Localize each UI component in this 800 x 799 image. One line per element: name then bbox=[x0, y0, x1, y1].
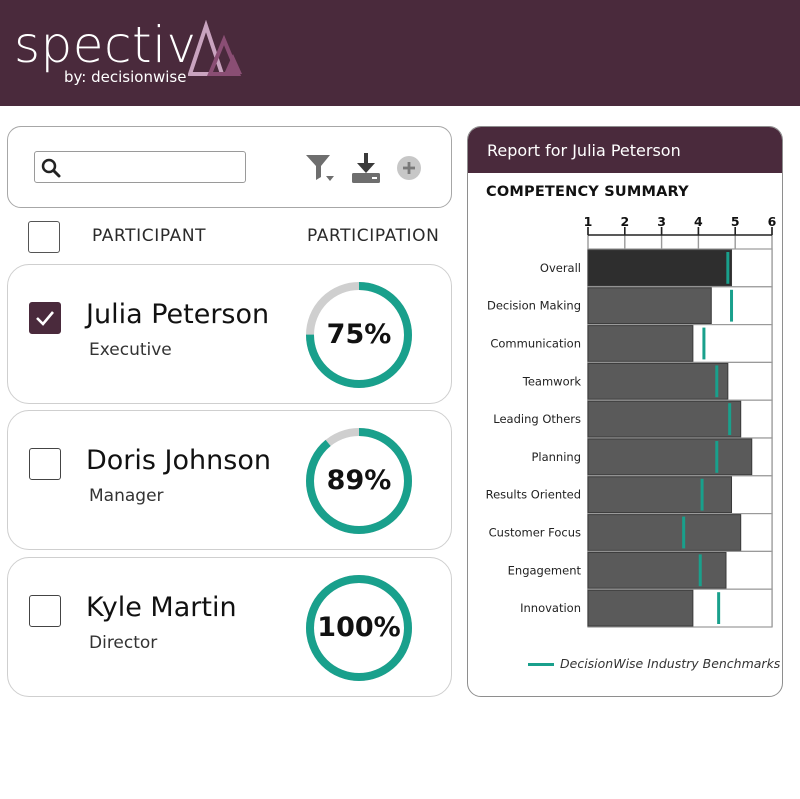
participation-percent: 75% bbox=[326, 319, 392, 350]
benchmark-marker bbox=[700, 478, 704, 511]
category-label: Leading Others bbox=[493, 412, 581, 426]
competency-bar bbox=[587, 287, 712, 325]
category-label: Overall bbox=[540, 261, 581, 275]
benchmark-marker bbox=[728, 403, 732, 435]
participant-card-doris[interactable]: Doris Johnson Manager 89% bbox=[7, 410, 452, 550]
participant-name: Julia Peterson bbox=[86, 299, 270, 330]
filter-icon[interactable] bbox=[304, 151, 338, 185]
competency-bar bbox=[587, 476, 733, 514]
category-label: Engagement bbox=[508, 563, 582, 577]
participation-ring bbox=[306, 428, 412, 534]
report-header: Report for Julia Peterson bbox=[468, 127, 782, 173]
ring-progress bbox=[306, 575, 412, 681]
download-icon[interactable] bbox=[350, 151, 382, 185]
x-tick-label: 4 bbox=[694, 214, 703, 229]
participant-column-header: PARTICIPANT bbox=[92, 226, 207, 246]
competency-bar bbox=[587, 438, 753, 476]
benchmark-marker bbox=[715, 441, 719, 473]
benchmark-marker bbox=[715, 365, 719, 398]
x-tick-label: 6 bbox=[768, 214, 777, 229]
participant-checkbox[interactable] bbox=[29, 302, 61, 334]
participant-toolbar bbox=[7, 126, 452, 208]
competency-bar bbox=[587, 249, 733, 287]
search-box[interactable] bbox=[34, 151, 246, 183]
benchmark-marker bbox=[682, 516, 686, 549]
report-title: Report for Julia Peterson bbox=[487, 141, 681, 160]
benchmark-marker bbox=[730, 289, 734, 322]
report-panel: Report for Julia Peterson COMPETENCY SUM… bbox=[467, 126, 783, 697]
participation-ring bbox=[306, 575, 412, 681]
chart-legend: DecisionWise Industry Benchmarks bbox=[528, 656, 780, 671]
category-label: Decision Making bbox=[487, 299, 581, 313]
app-header: spectiv by: decisionwise bbox=[0, 0, 800, 106]
category-label: Teamwork bbox=[522, 374, 582, 388]
brand-logo-icon bbox=[188, 20, 242, 76]
x-tick-label: 2 bbox=[620, 214, 629, 229]
participant-name: Doris Johnson bbox=[86, 445, 271, 476]
participant-role: Manager bbox=[89, 486, 164, 506]
competency-bar bbox=[587, 362, 729, 400]
add-icon[interactable] bbox=[395, 154, 423, 182]
category-label: Results Oriented bbox=[486, 488, 581, 502]
benchmark-marker bbox=[702, 327, 706, 360]
x-tick-label: 1 bbox=[584, 214, 593, 229]
participant-role: Director bbox=[89, 633, 158, 653]
search-icon bbox=[41, 158, 61, 178]
ring-progress bbox=[306, 428, 412, 534]
participant-name: Kyle Martin bbox=[86, 592, 237, 623]
select-all-checkbox[interactable] bbox=[28, 221, 60, 253]
participation-column-header: PARTICIPATION bbox=[307, 226, 440, 246]
competency-chart: 1 2 3 4 5 6 Overall Decision Making Communicatio… bbox=[486, 214, 777, 628]
brand-name: spectiv bbox=[14, 16, 197, 74]
competency-bar bbox=[587, 589, 694, 627]
competency-bar bbox=[587, 514, 742, 551]
benchmark-marker bbox=[726, 252, 730, 284]
x-tick-label: 5 bbox=[731, 214, 740, 229]
participant-role: Executive bbox=[89, 340, 172, 360]
participant-checkbox[interactable] bbox=[29, 595, 61, 627]
benchmark-marker bbox=[698, 554, 702, 587]
category-label: Planning bbox=[531, 450, 581, 464]
x-tick-label: 3 bbox=[657, 214, 666, 229]
participation-ring bbox=[306, 282, 412, 388]
participation-percent: 89% bbox=[326, 465, 392, 496]
category-label: Customer Focus bbox=[489, 526, 581, 540]
category-label: Innovation bbox=[520, 601, 581, 615]
benchmark-marker bbox=[717, 592, 721, 624]
search-input[interactable] bbox=[69, 156, 239, 178]
participant-card-julia[interactable]: Julia Peterson Executive 75% bbox=[7, 264, 452, 404]
competency-bar bbox=[587, 325, 694, 362]
competency-summary-title: COMPETENCY SUMMARY bbox=[486, 184, 689, 200]
participant-card-kyle[interactable]: Kyle Martin Director 100% bbox=[7, 557, 452, 697]
participant-checkbox[interactable] bbox=[29, 448, 61, 480]
legend-label: DecisionWise Industry Benchmarks bbox=[560, 656, 781, 671]
brand-byline: by: decisionwise bbox=[64, 68, 187, 86]
competency-bar bbox=[587, 400, 742, 438]
participation-percent: 100% bbox=[317, 612, 401, 643]
benchmark-legend-swatch bbox=[528, 663, 554, 666]
category-label: Communication bbox=[490, 337, 581, 351]
ring-progress bbox=[306, 282, 412, 388]
checkmark-icon bbox=[36, 311, 54, 326]
competency-bar bbox=[587, 551, 727, 589]
